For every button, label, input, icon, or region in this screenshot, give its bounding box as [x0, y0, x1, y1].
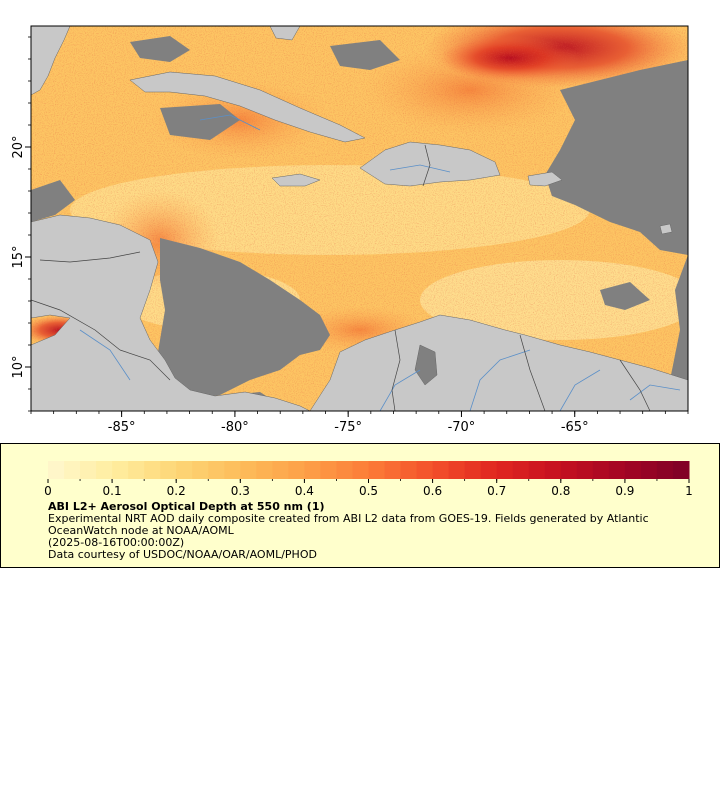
colorbar-cell: [384, 461, 402, 479]
colorbar-tick-label: 0.4: [295, 484, 314, 498]
colorbar-cell: [304, 461, 321, 479]
colorbar-tick-label: 0.7: [487, 484, 506, 498]
colorbar-cell: [448, 461, 466, 479]
land-island: [269, 26, 301, 41]
colorbar-cell: [608, 461, 626, 479]
colorbar-tick-label: 0.6: [423, 484, 442, 498]
colorbar-tick-label: 0.9: [615, 484, 634, 498]
y-axis: 20° 15° 10°: [11, 36, 31, 412]
colorbar-cells: [48, 461, 690, 479]
colorbar-tick-label: 0: [44, 484, 52, 498]
x-axis: -85° -80° -75° -70° -65°: [30, 411, 689, 435]
colorbar-cell: [480, 461, 498, 479]
legend-description: Experimental NRT AOD daily composite cre…: [48, 512, 653, 537]
colorbar-cell: [528, 461, 546, 479]
colorbar-tick-label: 0.2: [167, 484, 186, 498]
colorbar-cell: [64, 461, 81, 479]
legend-panel: 0 0.1 0.2 0.3 0.4 0.5 0.6 0.7 0.8 0.9 1 ABI L2+ Ae…: [0, 443, 720, 568]
colorbar-tick-label: 0.3: [231, 484, 250, 498]
colorbar-tick-label: 1: [685, 484, 693, 498]
y-tick-label: 15°: [11, 245, 26, 268]
colorbar-cell: [512, 461, 530, 479]
legend-credit: Data courtesy of USDOC/NOAA/OAR/AOML/PHO…: [48, 548, 317, 561]
aod-map: -85° -80° -75° -70° -65° 20° 15° 10°: [11, 25, 689, 435]
colorbar-cell: [352, 461, 369, 479]
colorbar-cell: [176, 461, 193, 479]
legend-date: (2025-08-16T00:00:00Z): [48, 536, 185, 549]
colorbar-cell: [560, 461, 578, 479]
colorbar-cell: [320, 461, 337, 479]
colorbar-cell: [336, 461, 353, 479]
land-lake-maracaibo: [414, 344, 438, 386]
colorbar-cell: [672, 461, 690, 479]
colorbar-cell: [256, 461, 273, 479]
colorbar-cell: [544, 461, 562, 479]
colorbar-tick-label: 0.8: [551, 484, 570, 498]
colorbar-cell: [576, 461, 594, 479]
colorbar-ticks: 0 0.1 0.2 0.3 0.4 0.5 0.6 0.7 0.8 0.9 1: [44, 479, 693, 498]
colorbar-cell: [112, 461, 129, 479]
land-puerto-rico: [527, 171, 563, 187]
colorbar-cell: [656, 461, 674, 479]
colorbar-cell: [496, 461, 514, 479]
colorbar-tick-label: 0.1: [103, 484, 122, 498]
colorbar-cell: [224, 461, 241, 479]
map-layers: [31, 26, 688, 411]
land-florida: [31, 26, 71, 96]
legend-title: ABI L2+ Aerosol Optical Depth at 550 nm …: [48, 500, 325, 513]
land-island: [659, 223, 673, 235]
colorbar: 0 0.1 0.2 0.3 0.4 0.5 0.6 0.7 0.8 0.9 1: [44, 461, 693, 498]
plot-frame: [30, 25, 689, 412]
land-central-america: [31, 214, 311, 411]
map-panel: -85° -80° -75° -70° -65° 20° 15° 10°: [11, 25, 689, 435]
colorbar-cell: [416, 461, 434, 479]
x-tick-label: -80°: [221, 420, 249, 435]
land-cuba: [129, 71, 366, 143]
rivers: [79, 114, 681, 411]
colorbar-cell: [288, 461, 305, 479]
colorbar-cell: [208, 461, 225, 479]
legend-text: ABI L2+ Aerosol Optical Depth at 550 nm …: [48, 501, 688, 561]
colorbar-cell: [432, 461, 450, 479]
colorbar-cell: [96, 461, 113, 479]
colorbar-cell: [128, 461, 145, 479]
x-tick-label: -65°: [561, 420, 589, 435]
land-masses: [31, 26, 688, 411]
country-borders: [31, 144, 651, 411]
colorbar-cell: [368, 461, 386, 479]
colorbar-cell: [80, 461, 97, 479]
colorbar-cell: [464, 461, 482, 479]
colorbar-cell: [48, 461, 65, 479]
colorbar-cell: [160, 461, 177, 479]
colorbar-cell: [144, 461, 161, 479]
colorbar-cell: [272, 461, 289, 479]
y-tick-label: 20°: [11, 135, 26, 158]
y-tick-label: 10°: [11, 355, 26, 378]
colorbar-cell: [240, 461, 257, 479]
colorbar-tick-label: 0.5: [359, 484, 378, 498]
colorbar-cell: [192, 461, 209, 479]
colorbar-cell: [592, 461, 610, 479]
colorbar-cell: [624, 461, 642, 479]
land-jamaica: [271, 173, 321, 187]
x-tick-label: -85°: [108, 420, 136, 435]
x-tick-label: -75°: [334, 420, 362, 435]
colorbar-cell: [640, 461, 658, 479]
land-south-america: [309, 314, 688, 411]
colorbar-cell: [400, 461, 418, 479]
x-tick-label: -70°: [448, 420, 476, 435]
